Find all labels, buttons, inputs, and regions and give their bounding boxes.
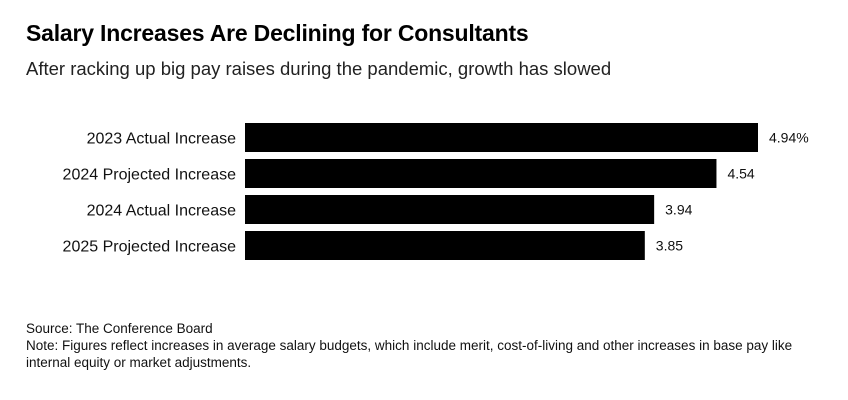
chart-subtitle: After racking up big pay raises during t… bbox=[26, 58, 612, 79]
chart-title: Salary Increases Are Declining for Consu… bbox=[26, 20, 529, 46]
category-label: 2024 Projected Increase bbox=[63, 167, 237, 184]
category-label: 2024 Actual Increase bbox=[87, 203, 237, 220]
value-label: 4.54 bbox=[727, 166, 754, 182]
category-label: 2023 Actual Increase bbox=[87, 131, 237, 148]
category-label: 2025 Projected Increase bbox=[63, 239, 237, 256]
value-label: 3.94 bbox=[665, 202, 692, 218]
bar bbox=[245, 231, 645, 260]
bar bbox=[245, 123, 758, 152]
methodology-note: Note: Figures reflect increases in avera… bbox=[26, 338, 793, 370]
chart-footer: Source: The Conference Board Note: Figur… bbox=[26, 320, 826, 371]
source-note: Source: The Conference Board bbox=[26, 321, 213, 336]
value-label: 3.85 bbox=[656, 238, 683, 254]
bar-chart: 2023 Actual Increase 4.94% 2024 Projected … bbox=[63, 123, 809, 260]
value-label: 4.94% bbox=[769, 130, 809, 146]
bar bbox=[245, 159, 717, 188]
bar bbox=[245, 195, 655, 224]
